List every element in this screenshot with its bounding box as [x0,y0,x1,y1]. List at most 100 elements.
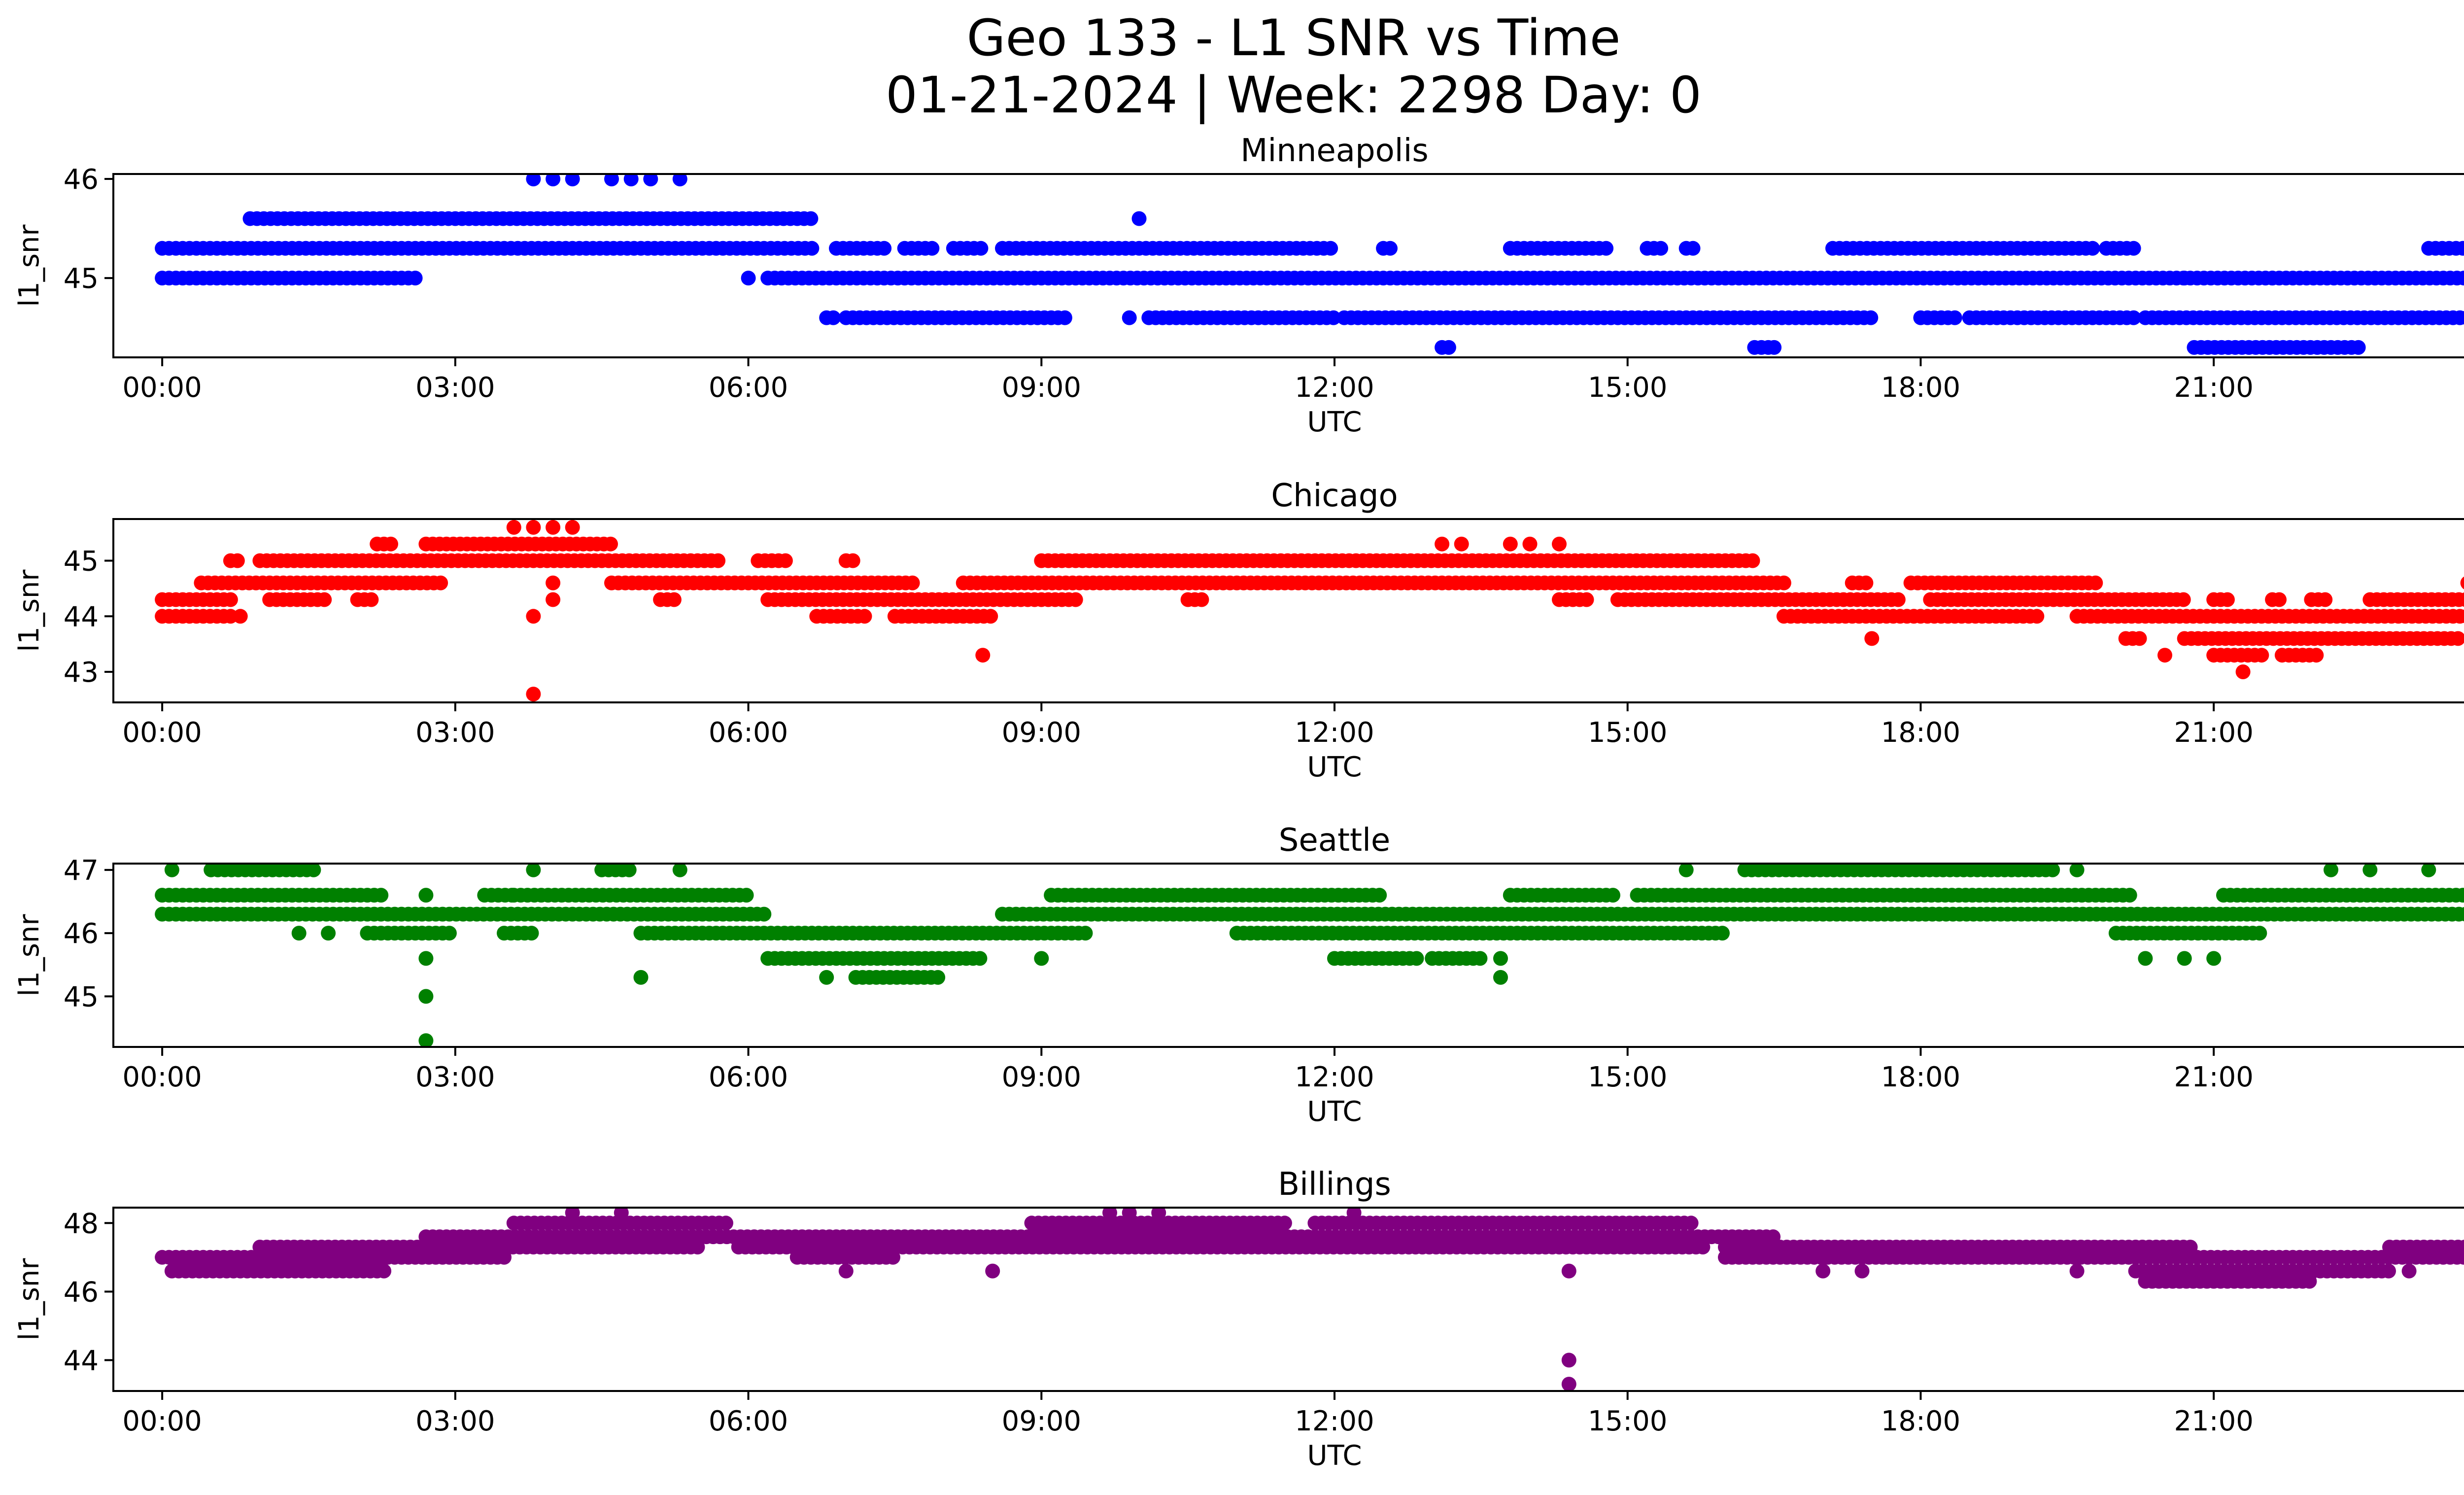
data-point [2126,241,2141,256]
subplot-seattle: Seattle 00:00 03:00 06:00 09:00 12:00 15:00 18:… [13,822,2464,1128]
data-point [2183,1240,2198,1254]
data-point [1858,575,1874,591]
y-tick-label: 45 [64,981,99,1013]
data-point [1767,340,1782,355]
data-point [291,926,307,941]
subplot-chicago: Chicago 00:00 03:00 06:00 09:00 12:00 15:00 18:… [13,478,2464,783]
y-tick-label: 43 [64,657,99,689]
y-axis-label: l1_snr [13,224,45,307]
x-tick-label: 18:00 [1881,372,1960,404]
data-point [1122,1207,1137,1220]
data-point [1078,926,1093,941]
data-point [1034,951,1049,966]
data-point [306,863,321,877]
data-point [233,609,248,624]
x-tick-label: 00:00 [122,1061,202,1093]
data-point [623,173,639,187]
data-point [164,863,179,877]
x-tick-label: 09:00 [1002,372,1081,404]
data-point [2318,592,2333,607]
data-point [845,553,860,568]
x-tick-label: 03:00 [415,1405,495,1437]
y-tick-label: 46 [64,164,99,196]
data-point [2126,310,2141,325]
data-point [383,536,398,552]
data-point [1472,951,1488,966]
data-point [1441,340,1456,355]
x-tick-label: 12:00 [1295,1405,1374,1437]
data-points [155,863,2464,1048]
x-tick-label: 21:00 [2174,372,2253,404]
data-point [2272,592,2287,607]
data-point [1745,553,1760,568]
data-point [975,648,991,663]
data-point [711,553,726,568]
data-point [2401,1263,2417,1279]
data-point [1151,1207,1166,1220]
x-axis-label: UTC [1307,1096,1362,1128]
x-tick-label: 06:00 [709,1061,788,1093]
x-tick-label: 15:00 [1588,372,1667,404]
data-point [2457,1240,2464,1254]
data-point [526,687,541,702]
data-point [565,173,580,187]
data-point [1346,1207,1362,1220]
data-point [1766,1229,1781,1245]
x-tick-label: 09:00 [1002,717,1081,749]
data-point [741,271,756,286]
data-point [1606,888,1620,903]
data-point [2220,592,2235,607]
data-point [1493,951,1508,966]
data-point [223,592,238,607]
data-point [2462,890,2464,900]
y-axis-label: l1_snr [13,569,45,652]
figure-title-line1: Geo 133 - L1 SNR vs Time [967,9,1621,68]
data-point [364,592,379,607]
data-point [672,863,687,877]
x-tick-label: 09:00 [1002,1061,1081,1093]
data-point [317,592,332,607]
data-point [546,592,561,607]
data-point [2138,951,2153,966]
data-point [2421,863,2436,877]
data-point [2088,575,2103,591]
data-point [376,1263,392,1279]
data-point [1435,536,1450,552]
data-point [826,310,841,325]
x-axis-label: UTC [1307,406,1362,438]
data-point [857,609,872,624]
subplot-title: Seattle [1279,822,1391,859]
figure-title-line2: 01-21-2024 | Week: 2298 Day: 0 [886,66,1702,125]
data-point [2455,241,2464,256]
x-tick-label: 00:00 [122,717,202,749]
data-point [778,553,793,568]
data-point [1947,310,1962,325]
data-point [374,888,389,903]
x-tick-label: 21:00 [2174,1405,2253,1437]
data-point [1409,951,1424,966]
data-point [2085,241,2100,256]
data-point [1277,1216,1292,1231]
data-point [526,609,541,624]
data-point [524,926,539,941]
data-point [2157,648,2172,663]
data-point [2351,340,2366,355]
data-point [1854,1263,1870,1279]
data-point [2254,648,2269,663]
y-tick-label: 48 [64,1208,99,1240]
data-point [603,536,618,552]
data-point [1057,310,1072,325]
x-axis-label: UTC [1307,1440,1362,1472]
data-point [719,1216,733,1231]
y-tick-label: 44 [64,1345,99,1377]
data-point [2362,863,2378,877]
data-point [1776,575,1791,591]
data-point [2069,863,2085,877]
x-tick-label: 03:00 [415,372,495,404]
data-points [155,1207,2464,1392]
data-point [756,906,772,922]
data-point [930,970,946,985]
data-point [2450,631,2464,646]
data-point [1815,1263,1831,1279]
data-point [1493,970,1508,985]
